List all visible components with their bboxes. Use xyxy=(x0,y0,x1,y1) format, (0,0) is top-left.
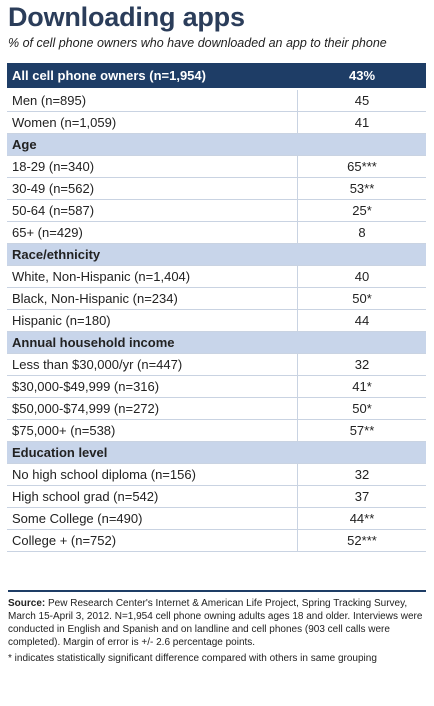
row-value: 41* xyxy=(297,376,426,397)
row-label: $30,000-$49,999 (n=316) xyxy=(12,379,160,394)
table-row: 50-64 (n=587) 25* xyxy=(7,200,426,222)
table-row: White, Non-Hispanic (n=1,404) 40 xyxy=(7,266,426,288)
row-label: No high school diploma (n=156) xyxy=(12,467,196,482)
table-row: Black, Non-Hispanic (n=234) 50* xyxy=(7,288,426,310)
row-label: Black, Non-Hispanic (n=234) xyxy=(12,291,178,306)
section-header-row: Education level xyxy=(7,442,426,464)
chart-subtitle: % of cell phone owners who have download… xyxy=(8,36,387,50)
source-label: Source: xyxy=(8,598,46,609)
table-row: 30-49 (n=562) 53** xyxy=(7,178,426,200)
row-value: 32 xyxy=(297,464,426,485)
row-value: 41 xyxy=(297,112,426,133)
table-row: Hispanic (n=180) 44 xyxy=(7,310,426,332)
row-label: 18-29 (n=340) xyxy=(12,159,95,174)
table-row: $30,000-$49,999 (n=316) 41* xyxy=(7,376,426,398)
row-value: 45 xyxy=(297,90,426,111)
row-label: Men (n=895) xyxy=(12,93,87,108)
row-value xyxy=(297,134,426,155)
row-value: 57** xyxy=(297,420,426,441)
data-table: All cell phone owners (n=1,954) 43% Men (n… xyxy=(7,63,426,552)
total-row: All cell phone owners (n=1,954) 43% xyxy=(7,63,426,90)
row-label: $50,000-$74,999 (n=272) xyxy=(12,401,160,416)
source-text: Pew Research Center's Internet & America… xyxy=(8,598,423,648)
source-note: Source: Pew Research Center's Internet &… xyxy=(8,597,426,649)
source-footer: Source: Pew Research Center's Internet &… xyxy=(8,590,426,665)
table-row: No high school diploma (n=156) 32 xyxy=(7,464,426,486)
table-row: Some College (n=490) 44** xyxy=(7,508,426,530)
row-label: Less than $30,000/yr (n=447) xyxy=(12,357,183,372)
row-value: 50* xyxy=(297,398,426,419)
row-value: 25* xyxy=(297,200,426,221)
row-value: 37 xyxy=(297,486,426,507)
table-row: 18-29 (n=340) 65*** xyxy=(7,156,426,178)
table-row: Less than $30,000/yr (n=447) 32 xyxy=(7,354,426,376)
table-row: Women (n=1,059) 41 xyxy=(7,112,426,134)
row-value xyxy=(297,244,426,265)
row-label: Hispanic (n=180) xyxy=(12,313,111,328)
row-label: Some College (n=490) xyxy=(12,511,143,526)
row-value: 32 xyxy=(297,354,426,375)
section-header-label: Age xyxy=(12,137,37,152)
row-value: 50* xyxy=(297,288,426,309)
row-label: College + (n=752) xyxy=(12,533,117,548)
row-value: 44** xyxy=(297,508,426,529)
row-value: 8 xyxy=(297,222,426,243)
significance-note: * indicates statistically significant di… xyxy=(8,653,377,664)
table-row: Men (n=895) 45 xyxy=(7,90,426,112)
table-row: $75,000+ (n=538) 57** xyxy=(7,420,426,442)
table-row: 65+ (n=429) 8 xyxy=(7,222,426,244)
row-value xyxy=(297,332,426,353)
row-label: 65+ (n=429) xyxy=(12,225,83,240)
row-value: 65*** xyxy=(297,156,426,177)
row-value: 43% xyxy=(297,63,426,88)
section-header-row: Race/ethnicity xyxy=(7,244,426,266)
row-label: White, Non-Hispanic (n=1,404) xyxy=(12,269,191,284)
row-value xyxy=(297,442,426,463)
row-label: 30-49 (n=562) xyxy=(12,181,95,196)
table-row: $50,000-$74,999 (n=272) 50* xyxy=(7,398,426,420)
table-row: High school grad (n=542) 37 xyxy=(7,486,426,508)
row-value: 53** xyxy=(297,178,426,199)
section-header-label: Race/ethnicity xyxy=(12,247,101,262)
section-header-row: Annual household income xyxy=(7,332,426,354)
row-value: 52*** xyxy=(297,530,426,551)
row-label: High school grad (n=542) xyxy=(12,489,159,504)
section-header-label: Education level xyxy=(12,445,108,460)
table-row: College + (n=752) 52*** xyxy=(7,530,426,552)
row-label: 50-64 (n=587) xyxy=(12,203,95,218)
chart-title: Downloading apps xyxy=(8,2,245,32)
row-value: 44 xyxy=(297,310,426,331)
row-label: $75,000+ (n=538) xyxy=(12,423,116,438)
section-header-row: Age xyxy=(7,134,426,156)
row-value: 40 xyxy=(297,266,426,287)
section-header-label: Annual household income xyxy=(12,335,175,350)
row-label: All cell phone owners (n=1,954) xyxy=(12,68,206,83)
row-label: Women (n=1,059) xyxy=(12,115,117,130)
